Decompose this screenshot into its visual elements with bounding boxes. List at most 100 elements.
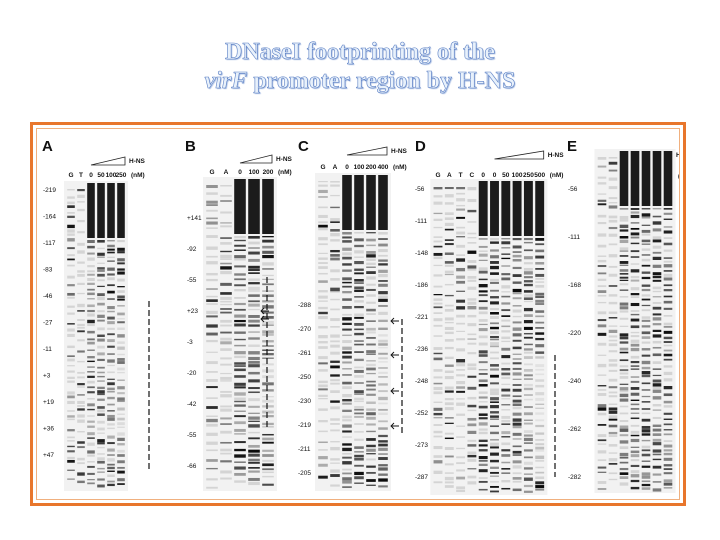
protein-label-a: H-NS [129, 158, 146, 165]
gel-band [641, 425, 651, 429]
gel-band [354, 409, 364, 411]
gel-band [87, 460, 95, 463]
gel-band [354, 351, 364, 353]
gel-band [444, 308, 454, 312]
gel-band [262, 463, 274, 467]
gel-band [234, 404, 246, 407]
gel-band [597, 466, 607, 469]
gel-band [248, 282, 260, 285]
gel-band [467, 468, 477, 470]
gel-band [608, 472, 618, 475]
lane-smear [535, 181, 545, 236]
gel-band [117, 400, 125, 403]
gel-band [262, 250, 274, 254]
gel-band [523, 343, 533, 346]
gel-band [248, 241, 260, 245]
gel-band [107, 442, 115, 445]
gel-band [262, 300, 274, 303]
gel-band [523, 378, 533, 380]
gel-band [433, 391, 443, 395]
gel-band [641, 294, 651, 297]
gel-band [444, 252, 454, 255]
gel-band [663, 464, 673, 467]
lane-label: T [459, 172, 463, 179]
gel-band [535, 412, 545, 415]
gel-band [67, 296, 75, 299]
gel-band [663, 449, 673, 452]
gel-band [619, 351, 629, 354]
gel-band [366, 479, 376, 482]
gel-band [619, 461, 629, 464]
gel-band [490, 475, 499, 477]
gel-band [117, 397, 125, 401]
gel-band [117, 483, 125, 485]
gel-band [456, 462, 466, 465]
gel-band [378, 259, 388, 262]
gel-band [248, 364, 260, 368]
gel-band [87, 282, 95, 285]
gel-band [262, 349, 274, 351]
gel-band [433, 446, 443, 450]
gel-band [342, 415, 352, 419]
gel-band [342, 334, 352, 337]
gel-band [220, 270, 232, 275]
gel-band [535, 455, 545, 459]
position-marker: -42 [187, 401, 197, 408]
gel-band [535, 277, 545, 280]
gel-band [597, 290, 607, 293]
gel-band [501, 247, 511, 249]
gel-band [456, 244, 466, 248]
gel-band [630, 403, 640, 406]
gel-band [318, 266, 328, 269]
gel-band [619, 425, 629, 429]
gel-band [67, 233, 75, 236]
gel-band [378, 273, 388, 278]
gel-band [318, 380, 328, 384]
gel-band [641, 264, 651, 267]
gel-band [630, 331, 640, 334]
gel-band [354, 366, 364, 369]
gel-band [501, 398, 511, 400]
position-marker: -230 [298, 398, 311, 405]
gel-band [444, 243, 454, 246]
gel-band [234, 338, 246, 341]
gel-band [354, 375, 364, 378]
gel-band [117, 247, 125, 251]
gel-band [262, 254, 274, 259]
gel-band [433, 226, 443, 229]
gel-band [523, 490, 533, 493]
gel-band [206, 310, 218, 315]
gel-band [663, 472, 673, 475]
gel-band [77, 303, 85, 308]
gel-band [354, 397, 364, 401]
gel-band [619, 279, 629, 282]
gel-band [512, 472, 522, 475]
gel-band [318, 206, 328, 209]
gel-band [330, 458, 340, 461]
gel-band [77, 400, 85, 404]
gel-band [652, 264, 662, 268]
gel-band [478, 323, 488, 326]
gel-band [97, 375, 105, 378]
gel-band [490, 261, 499, 264]
gel-band [652, 334, 662, 338]
gel-band [77, 441, 85, 444]
gel-band [248, 337, 260, 340]
gel-band [97, 471, 105, 474]
gel-band [354, 415, 364, 418]
gel-band [490, 335, 499, 339]
gel-band [87, 398, 95, 400]
gel-band [652, 317, 662, 321]
gel-band [433, 245, 443, 248]
gel-band [608, 177, 618, 181]
gel-band [619, 467, 629, 471]
gel-band [107, 333, 115, 336]
gel-band [501, 241, 511, 245]
gel-band [608, 254, 618, 258]
gel-band [220, 357, 232, 360]
gel-band [342, 252, 352, 256]
gel-band [652, 473, 662, 476]
gel-band [641, 449, 651, 452]
gel-band [619, 347, 629, 351]
gel-band [206, 432, 218, 436]
